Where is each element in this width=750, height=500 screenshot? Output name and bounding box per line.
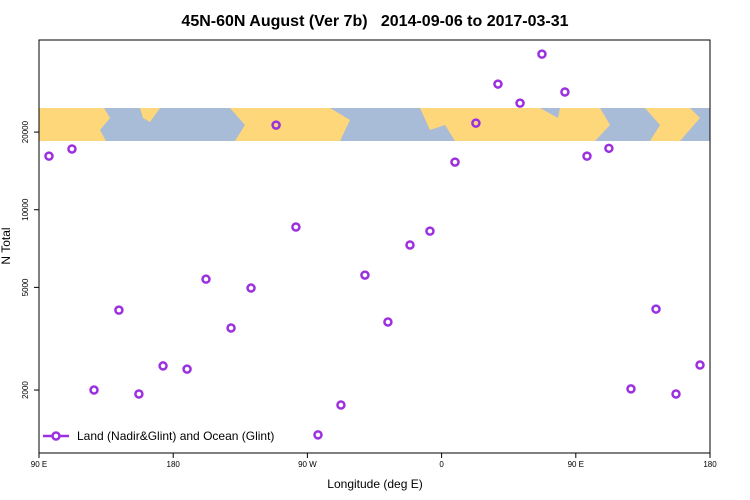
point [471,118,481,128]
point [360,270,370,280]
point [493,79,503,89]
point [626,384,636,394]
point [651,304,661,314]
x-tick-label: 90 W [298,460,317,469]
point [271,120,281,130]
x-axis-label: Longitude (deg E) [327,477,422,491]
point [89,385,99,395]
point [671,389,681,399]
map-band [39,108,710,141]
chart-title: 45N-60N August (Ver 7b) 2014-09-06 to 20… [181,13,568,30]
point [405,240,415,250]
x-tick-label: 180 [167,460,181,469]
point [515,98,525,108]
legend-marker [51,431,61,441]
x-tick-label: 90 E [568,460,584,469]
x-tick-label: 0 [439,460,444,469]
point [114,305,124,315]
legend-label: Land (Nadir&Glint) and Ocean (Glint) [77,429,274,443]
point [425,226,435,236]
point [291,222,301,232]
point [604,143,614,154]
point [201,274,211,284]
point [537,49,547,59]
point [450,157,460,167]
point [134,389,144,399]
point [695,360,705,370]
y-axis-label: N Total [0,227,13,264]
point [44,151,54,161]
point [226,323,236,333]
point [582,151,592,161]
y-tick-label: 10000 [21,198,30,221]
point [246,283,256,293]
point [313,430,323,440]
x-tick-label: 180 [703,460,717,469]
x-tick-label: 90 E [31,460,47,469]
point [560,87,570,97]
point [383,317,393,327]
plot-frame [38,39,711,454]
point [182,364,192,374]
point [336,400,346,410]
y-tick-label: 2000 [21,381,30,399]
point [67,144,77,154]
y-tick-label: 20000 [21,120,30,143]
y-tick-label: 5000 [21,278,30,296]
point [158,361,168,371]
